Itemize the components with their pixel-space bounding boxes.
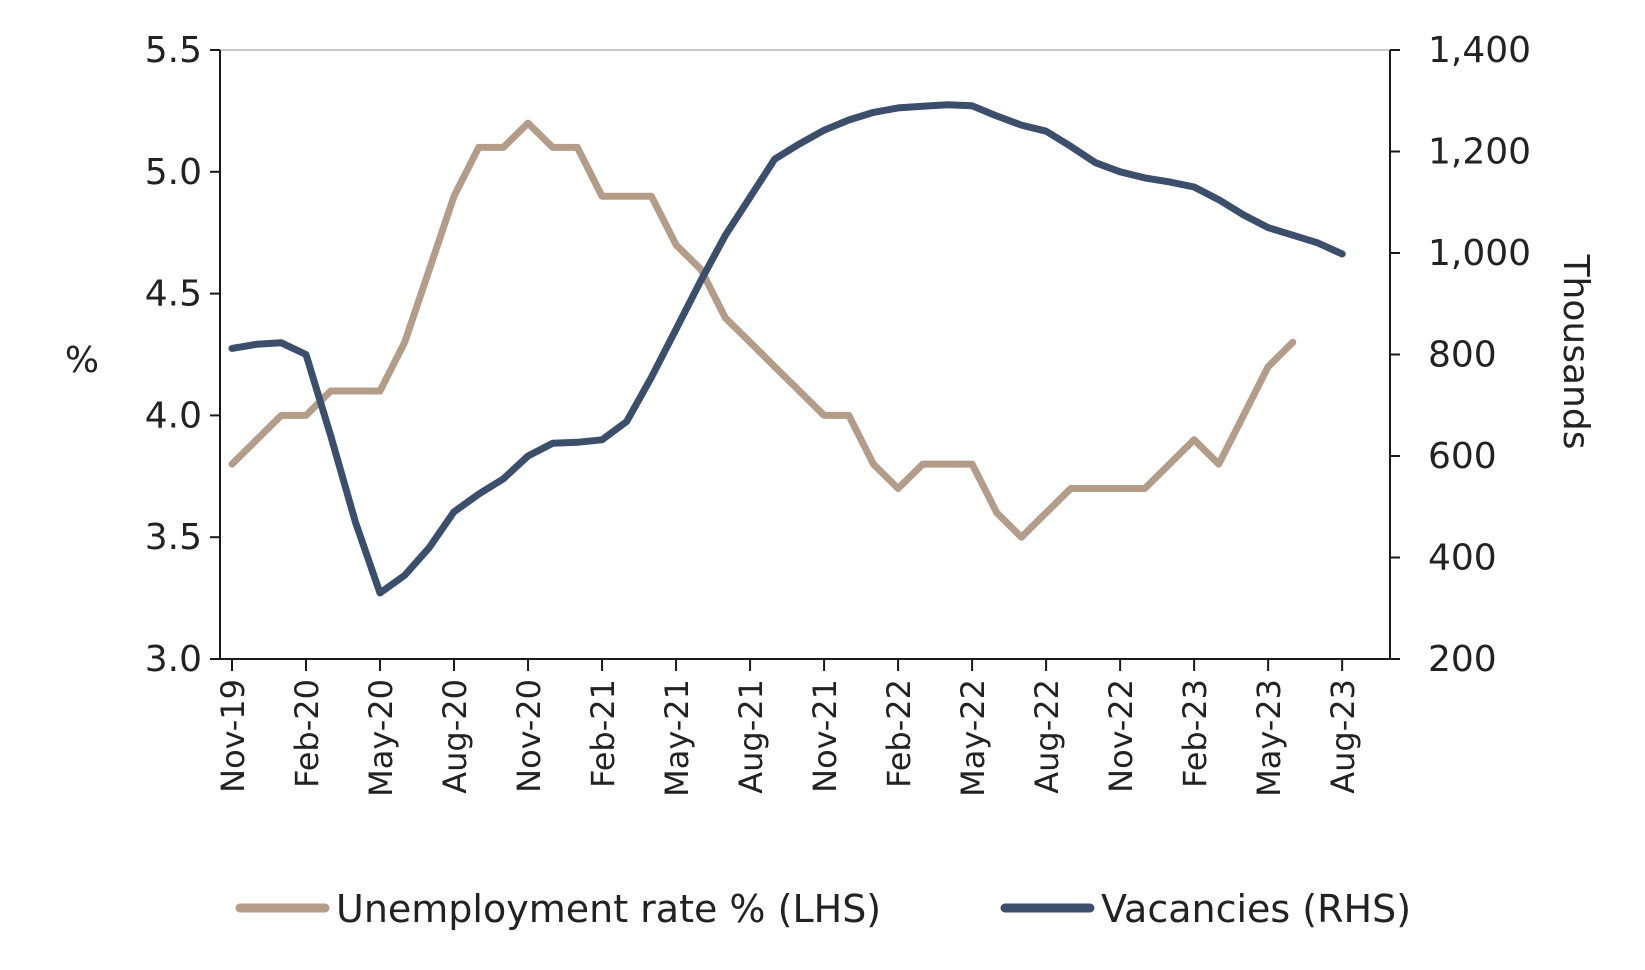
left-tick-label: 5.5 (145, 30, 202, 71)
left-tick-label: 4.0 (145, 395, 202, 436)
x-tick-label: May-23 (1250, 679, 1288, 797)
x-tick-label: May-20 (362, 679, 400, 797)
x-tick-label: Nov-22 (1102, 679, 1140, 793)
right-tick-label: 200 (1428, 639, 1497, 680)
x-tick-label: Aug-21 (732, 679, 770, 794)
right-tick-label: 800 (1428, 335, 1497, 376)
right-tick-label: 400 (1428, 538, 1497, 579)
x-tick-label: May-21 (658, 679, 696, 797)
left-tick-label: 3.0 (145, 639, 202, 680)
right-tick-label: 1,200 (1428, 132, 1531, 173)
x-tick-label: Feb-22 (880, 679, 918, 788)
axes: 3.0 3.5 4.0 4.5 5.0 5.5 200 400 600 800 1,000 1,200… (65, 30, 1596, 797)
x-tick-label: Nov-19 (214, 679, 252, 793)
right-tick-label: 1,400 (1428, 30, 1531, 71)
legend-label: Unemployment rate % (LHS) (336, 887, 881, 931)
x-tick-label: Aug-20 (436, 679, 474, 794)
x-tick-label: Feb-20 (288, 679, 326, 788)
series-line-vacancies (228, 101, 1346, 597)
x-tick-label: Feb-23 (1176, 679, 1214, 788)
x-tick-label: May-22 (954, 679, 992, 797)
series-line-unemployment (228, 119, 1297, 541)
plot-area (228, 101, 1346, 597)
x-tick-label: Feb-21 (584, 679, 622, 788)
left-tick-label: 3.5 (145, 517, 202, 558)
left-tick-label: 4.5 (145, 274, 202, 315)
left-axis-title: % (65, 340, 99, 381)
left-tick-label: 5.0 (145, 152, 202, 193)
x-tick-label: Aug-22 (1028, 679, 1066, 794)
right-tick-label: 600 (1428, 436, 1497, 477)
right-axis-title: Thousands (1555, 254, 1596, 450)
legend-label: Vacancies (RHS) (1101, 887, 1411, 931)
right-tick-label: 1,000 (1428, 233, 1531, 274)
x-tick-label: Nov-20 (510, 679, 548, 793)
x-tick-label: Aug-23 (1324, 679, 1362, 794)
legend: Unemployment rate % (LHS) Vacancies (RHS) (235, 887, 1411, 931)
x-tick-label: Nov-21 (806, 679, 844, 793)
